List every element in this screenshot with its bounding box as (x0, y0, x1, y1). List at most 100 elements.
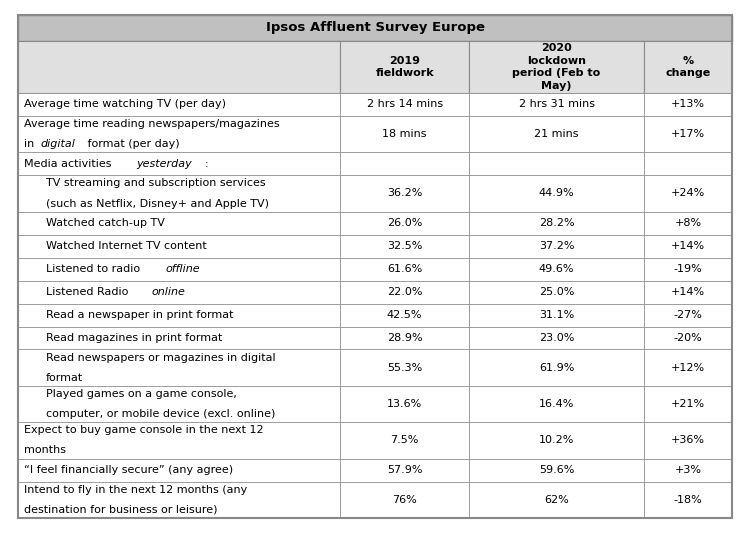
Text: Watched Internet TV content: Watched Internet TV content (46, 241, 207, 251)
Text: -20%: -20% (674, 333, 702, 343)
Text: Read magazines in print format: Read magazines in print format (46, 333, 222, 343)
Text: 21 mins: 21 mins (534, 129, 579, 139)
Text: -19%: -19% (674, 264, 702, 274)
Bar (340, 235, 470, 257)
Text: +36%: +36% (671, 435, 705, 446)
Bar (644, 235, 732, 257)
Text: 2020
lockdown
period (Feb to
May): 2020 lockdown period (Feb to May) (512, 43, 601, 91)
Bar (340, 303, 470, 327)
Bar (340, 152, 470, 175)
Text: -18%: -18% (674, 495, 702, 505)
Bar (470, 327, 644, 350)
Bar (18, 15, 732, 41)
Bar (18, 235, 340, 257)
Bar (644, 280, 732, 303)
Bar (470, 422, 644, 458)
Text: +8%: +8% (674, 218, 701, 228)
Text: 10.2%: 10.2% (539, 435, 574, 446)
Text: 59.6%: 59.6% (539, 465, 574, 475)
Text: +14%: +14% (670, 287, 705, 297)
Text: (such as Netflix, Disney+ and Apple TV): (such as Netflix, Disney+ and Apple TV) (46, 198, 269, 208)
Bar (340, 116, 470, 152)
Bar (340, 257, 470, 280)
Text: months: months (24, 446, 66, 456)
Bar (18, 212, 340, 235)
Bar (18, 41, 340, 93)
Text: offline: offline (166, 264, 200, 274)
Bar (340, 41, 470, 93)
Text: 2019
fieldwork: 2019 fieldwork (375, 56, 434, 78)
Bar (18, 327, 340, 350)
Bar (644, 482, 732, 518)
Bar (470, 482, 644, 518)
Bar (644, 350, 732, 386)
Text: Watched catch-up TV: Watched catch-up TV (46, 218, 165, 228)
Text: +13%: +13% (671, 100, 705, 109)
Text: Expect to buy game console in the next 12: Expect to buy game console in the next 1… (24, 425, 264, 435)
Bar (340, 175, 470, 212)
Text: Ipsos Affluent Survey Europe: Ipsos Affluent Survey Europe (266, 21, 484, 35)
Bar (18, 175, 340, 212)
Text: 55.3%: 55.3% (387, 362, 422, 373)
Text: format (per day): format (per day) (84, 139, 179, 149)
Bar (644, 422, 732, 458)
Bar (470, 212, 644, 235)
Text: 13.6%: 13.6% (387, 399, 422, 409)
Text: 37.2%: 37.2% (538, 241, 574, 251)
Bar (644, 212, 732, 235)
Text: 57.9%: 57.9% (387, 465, 422, 475)
Text: 49.6%: 49.6% (538, 264, 574, 274)
Text: 44.9%: 44.9% (538, 189, 574, 198)
Bar (18, 303, 340, 327)
Bar (644, 116, 732, 152)
Text: TV streaming and subscription services: TV streaming and subscription services (46, 179, 266, 189)
Bar (340, 458, 470, 482)
Text: :: : (204, 159, 208, 169)
Bar (18, 422, 340, 458)
Text: +24%: +24% (670, 189, 705, 198)
Text: 61.6%: 61.6% (387, 264, 422, 274)
Bar (470, 152, 644, 175)
Text: +21%: +21% (670, 399, 705, 409)
Text: “I feel financially secure” (any agree): “I feel financially secure” (any agree) (24, 465, 233, 475)
Bar (644, 257, 732, 280)
Text: %
change: % change (665, 56, 710, 78)
Bar (340, 482, 470, 518)
Text: Listened to radio: Listened to radio (46, 264, 144, 274)
Bar (644, 93, 732, 116)
Text: Read newspapers or magazines in digital: Read newspapers or magazines in digital (46, 353, 276, 362)
Text: +14%: +14% (670, 241, 705, 251)
Text: 28.2%: 28.2% (538, 218, 574, 228)
Text: +3%: +3% (674, 465, 701, 475)
Text: 32.5%: 32.5% (387, 241, 422, 251)
Bar (644, 303, 732, 327)
Bar (18, 386, 340, 422)
Bar (18, 116, 340, 152)
Text: 25.0%: 25.0% (539, 287, 574, 297)
Bar (470, 93, 644, 116)
Bar (18, 482, 340, 518)
Text: computer, or mobile device (excl. online): computer, or mobile device (excl. online… (46, 409, 275, 419)
Text: 2 hrs 31 mins: 2 hrs 31 mins (518, 100, 595, 109)
Bar (340, 93, 470, 116)
Bar (340, 280, 470, 303)
Bar (18, 280, 340, 303)
Bar (470, 303, 644, 327)
Bar (644, 152, 732, 175)
Bar (470, 458, 644, 482)
Bar (340, 386, 470, 422)
Text: format: format (46, 373, 83, 383)
Bar (470, 235, 644, 257)
Bar (470, 386, 644, 422)
Bar (644, 175, 732, 212)
Text: 76%: 76% (392, 495, 417, 505)
Bar (18, 350, 340, 386)
Text: 42.5%: 42.5% (387, 310, 422, 320)
Bar (470, 350, 644, 386)
Text: 22.0%: 22.0% (387, 287, 422, 297)
Bar (18, 93, 340, 116)
Text: Read a newspaper in print format: Read a newspaper in print format (46, 310, 233, 320)
Bar (644, 386, 732, 422)
Bar (644, 41, 732, 93)
Text: 31.1%: 31.1% (539, 310, 574, 320)
